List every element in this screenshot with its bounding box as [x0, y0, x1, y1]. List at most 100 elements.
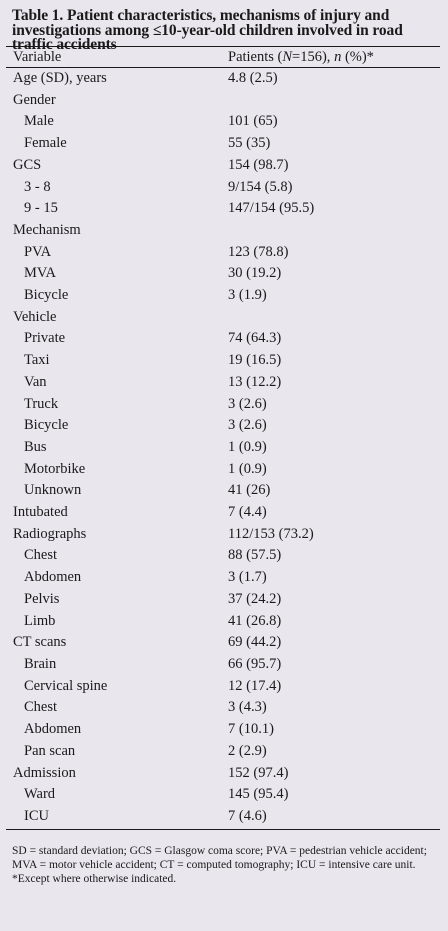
- table-row: Abdomen 7 (10.1): [6, 719, 440, 741]
- row-label: MVA: [24, 265, 56, 282]
- row-value: 101 (65): [228, 113, 278, 130]
- row-label: Male: [24, 113, 54, 130]
- table-row: 3 - 8 9/154 (5.8): [6, 177, 440, 199]
- row-label: 3 - 8: [24, 178, 51, 195]
- row-value: 154 (98.7): [228, 156, 289, 173]
- top-rule: [6, 46, 440, 47]
- row-value: 7 (4.6): [228, 807, 267, 824]
- table-title: Table 1. Patient characteristics, mechan…: [12, 7, 403, 53]
- row-label: Mechanism: [13, 221, 81, 238]
- table-row: Radiographs 112/153 (73.2): [6, 524, 440, 546]
- row-label: 9 - 15: [24, 200, 58, 217]
- row-label: Chest: [24, 699, 58, 716]
- row-label: CT scans: [13, 634, 67, 651]
- row-label: ICU: [24, 807, 49, 824]
- footnote-asterisk: *Except where otherwise indicated.: [12, 872, 177, 885]
- row-value: 147/154 (95.5): [228, 200, 315, 217]
- table-row: Female 55 (35): [6, 133, 440, 155]
- row-value: 3 (2.6): [228, 417, 267, 434]
- row-value: 112/153 (73.2): [228, 525, 314, 542]
- table-body: Age (SD), years 4.8 (2.5) Gender Male 101 (6…: [6, 68, 440, 828]
- table-row: Age (SD), years 4.8 (2.5): [6, 68, 440, 90]
- table-row: Private 74 (64.3): [6, 328, 440, 350]
- table-row: 9 - 15 147/154 (95.5): [6, 198, 440, 220]
- row-value: 41 (26.8): [228, 612, 282, 629]
- row-value: 41 (26): [228, 482, 271, 499]
- row-label: Truck: [24, 395, 59, 412]
- row-value: 7 (4.4): [228, 504, 267, 521]
- table-row: Van 13 (12.2): [6, 372, 440, 394]
- row-value: 12 (17.4): [228, 677, 282, 694]
- table-row: Vehicle: [6, 307, 440, 329]
- row-label: Admission: [13, 764, 76, 781]
- row-label: Van: [24, 373, 47, 390]
- table-row: GCS 154 (98.7): [6, 155, 440, 177]
- row-label: PVA: [24, 243, 52, 260]
- row-label: Intubated: [13, 504, 68, 521]
- row-value: 123 (78.8): [228, 243, 289, 260]
- header-variable: Variable: [6, 47, 228, 68]
- table-row: Chest 88 (57.5): [6, 545, 440, 567]
- row-label: Brain: [24, 655, 57, 672]
- row-label: Bicycle: [24, 417, 69, 434]
- row-label: Pelvis: [24, 590, 60, 607]
- row-value: 19 (16.5): [228, 352, 282, 369]
- row-value: 3 (2.6): [228, 395, 267, 412]
- row-value: 88 (57.5): [228, 547, 282, 564]
- table-row: Ward 145 (95.4): [6, 784, 440, 806]
- row-label: Motorbike: [24, 460, 86, 477]
- table-row: CT scans 69 (44.2): [6, 632, 440, 654]
- row-label: Chest: [24, 547, 58, 564]
- row-value: 7 (10.1): [228, 721, 274, 738]
- row-label: Age (SD), years: [13, 70, 107, 86]
- row-value: 1 (0.9): [228, 438, 267, 455]
- row-label: Gender: [13, 91, 56, 108]
- table-row: Unknown 41 (26): [6, 480, 440, 502]
- table-row: Motorbike 1 (0.9): [6, 459, 440, 481]
- row-value: 37 (24.2): [228, 590, 282, 607]
- table-row: Truck 3 (2.6): [6, 394, 440, 416]
- row-label: Vehicle: [13, 308, 57, 325]
- row-label: Pan scan: [24, 742, 76, 759]
- footnotes: SD = standard deviation; GCS = Glasgow c…: [6, 830, 440, 886]
- row-value: [228, 307, 440, 329]
- row-value: 66 (95.7): [228, 655, 282, 672]
- row-label: Abdomen: [24, 721, 82, 738]
- table-row: Bicycle 3 (2.6): [6, 415, 440, 437]
- row-label: Limb: [24, 612, 56, 629]
- row-value: 9/154 (5.8): [228, 178, 293, 195]
- row-label: Cervical spine: [24, 677, 108, 694]
- table-row: Bicycle 3 (1.9): [6, 285, 440, 307]
- table-row: Bus 1 (0.9): [6, 437, 440, 459]
- table-row: Mechanism: [6, 220, 440, 242]
- table-row: Intubated 7 (4.4): [6, 502, 440, 524]
- table-row: Pelvis 37 (24.2): [6, 589, 440, 611]
- table-row: Taxi 19 (16.5): [6, 350, 440, 372]
- row-value: [228, 90, 440, 112]
- table-row: PVA 123 (78.8): [6, 242, 440, 264]
- row-value: 13 (12.2): [228, 373, 282, 390]
- table-row: Male 101 (65): [6, 111, 440, 133]
- table-row: Chest 3 (4.3): [6, 697, 440, 719]
- table-row: Admission 152 (97.4): [6, 763, 440, 785]
- row-label: Unknown: [24, 482, 82, 499]
- row-label: Abdomen: [24, 569, 82, 586]
- row-label: Female: [24, 135, 67, 152]
- row-value: 3 (1.7): [228, 569, 267, 586]
- patient-characteristics-table: Variable Patients (N=156), n (%)* Age (S…: [6, 47, 440, 828]
- row-value: 30 (19.2): [228, 265, 282, 282]
- header-row: Variable Patients (N=156), n (%)*: [6, 47, 440, 68]
- header-patients: Patients (N=156), n (%)*: [228, 47, 440, 68]
- footnote-abbreviations: SD = standard deviation; GCS = Glasgow c…: [12, 844, 427, 871]
- row-value: 55 (35): [228, 135, 271, 152]
- table-row: Gender: [6, 90, 440, 112]
- row-label: Ward: [24, 786, 56, 803]
- row-label: Radiographs: [13, 525, 87, 542]
- row-label: Bicycle: [24, 287, 69, 304]
- row-value: 152 (97.4): [228, 764, 289, 781]
- row-value: [228, 220, 440, 242]
- row-value: 145 (95.4): [228, 786, 289, 803]
- row-label: Private: [24, 330, 66, 347]
- bottom-rule: [6, 828, 440, 830]
